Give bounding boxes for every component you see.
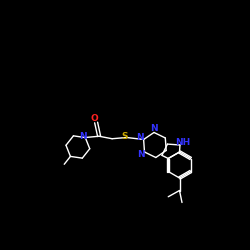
- Text: N: N: [138, 150, 145, 159]
- Text: S: S: [121, 132, 128, 141]
- Text: O: O: [91, 114, 99, 123]
- Text: N: N: [150, 124, 158, 133]
- Text: NH: NH: [175, 138, 190, 147]
- Text: N: N: [79, 132, 87, 141]
- Text: N: N: [136, 133, 144, 142]
